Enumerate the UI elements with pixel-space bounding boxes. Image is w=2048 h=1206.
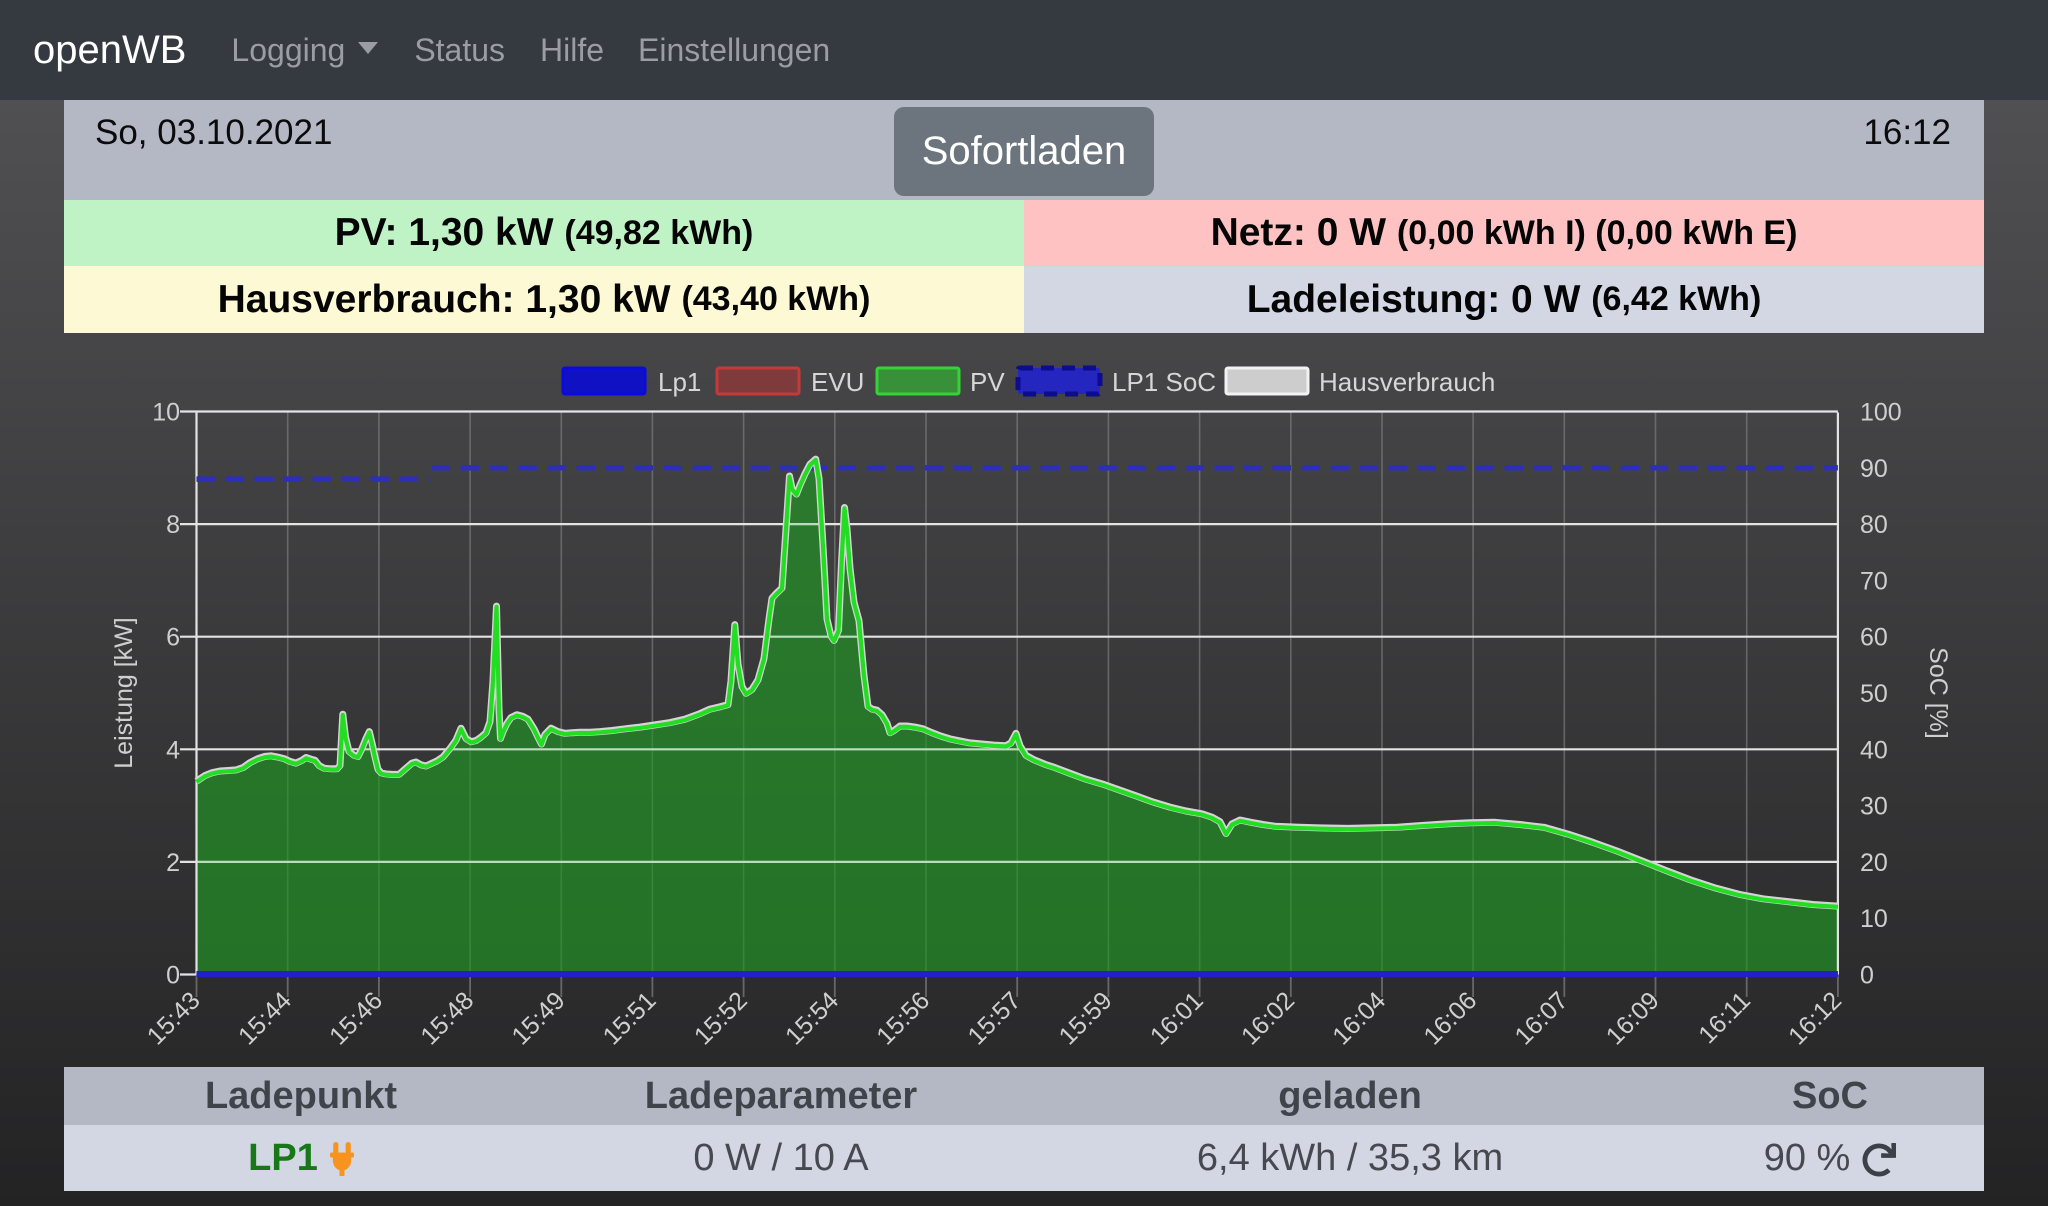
- svg-text:100: 100: [1860, 399, 1902, 427]
- svg-text:Hausverbrauch: Hausverbrauch: [1319, 367, 1495, 397]
- svg-text:10: 10: [1860, 905, 1888, 933]
- svg-text:EVU: EVU: [811, 367, 864, 397]
- svg-text:60: 60: [1860, 624, 1888, 652]
- svg-text:0: 0: [166, 962, 180, 990]
- svg-text:0: 0: [1860, 962, 1874, 990]
- svg-text:4: 4: [166, 736, 180, 764]
- svg-text:2: 2: [166, 849, 180, 877]
- svg-text:10: 10: [152, 399, 180, 427]
- svg-text:PV: PV: [970, 367, 1005, 397]
- svg-text:40: 40: [1860, 736, 1888, 764]
- svg-text:6: 6: [166, 624, 180, 652]
- svg-text:20: 20: [1860, 849, 1888, 877]
- svg-text:SoC [%]: SoC [%]: [1924, 647, 1952, 739]
- svg-text:8: 8: [166, 511, 180, 539]
- svg-text:30: 30: [1860, 793, 1888, 821]
- svg-text:80: 80: [1860, 511, 1888, 539]
- svg-text:70: 70: [1860, 567, 1888, 595]
- svg-text:50: 50: [1860, 680, 1888, 708]
- svg-text:LP1 SoC: LP1 SoC: [1112, 367, 1216, 397]
- svg-text:Lp1: Lp1: [658, 367, 701, 397]
- svg-text:Leistung [kW]: Leistung [kW]: [110, 617, 138, 768]
- svg-text:90: 90: [1860, 455, 1888, 483]
